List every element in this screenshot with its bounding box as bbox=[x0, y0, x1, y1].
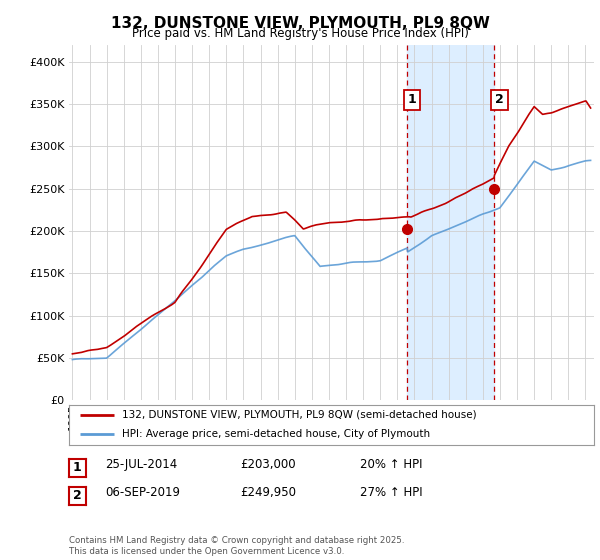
Text: Price paid vs. HM Land Registry's House Price Index (HPI): Price paid vs. HM Land Registry's House … bbox=[131, 27, 469, 40]
Text: 1: 1 bbox=[73, 461, 82, 474]
Text: HPI: Average price, semi-detached house, City of Plymouth: HPI: Average price, semi-detached house,… bbox=[121, 429, 430, 439]
Text: 2: 2 bbox=[495, 94, 504, 106]
Text: 27% ↑ HPI: 27% ↑ HPI bbox=[360, 486, 422, 500]
Text: 06-SEP-2019: 06-SEP-2019 bbox=[105, 486, 180, 500]
Text: 1: 1 bbox=[408, 94, 416, 106]
Text: Contains HM Land Registry data © Crown copyright and database right 2025.
This d: Contains HM Land Registry data © Crown c… bbox=[69, 536, 404, 556]
Text: 132, DUNSTONE VIEW, PLYMOUTH, PL9 8QW (semi-detached house): 132, DUNSTONE VIEW, PLYMOUTH, PL9 8QW (s… bbox=[121, 410, 476, 420]
Text: 20% ↑ HPI: 20% ↑ HPI bbox=[360, 458, 422, 472]
Bar bbox=[407, 45, 494, 400]
Text: £249,950: £249,950 bbox=[240, 486, 296, 500]
Text: 25-JUL-2014: 25-JUL-2014 bbox=[105, 458, 177, 472]
Text: 132, DUNSTONE VIEW, PLYMOUTH, PL9 8QW: 132, DUNSTONE VIEW, PLYMOUTH, PL9 8QW bbox=[110, 16, 490, 31]
Text: £203,000: £203,000 bbox=[240, 458, 296, 472]
Text: 2: 2 bbox=[73, 489, 82, 502]
